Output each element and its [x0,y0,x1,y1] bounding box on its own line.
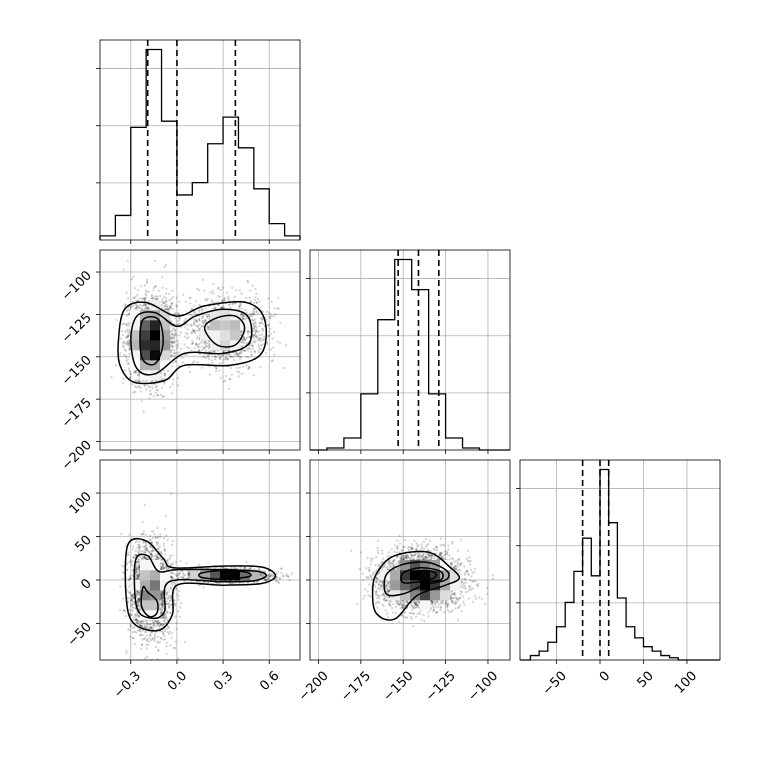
density-panel-1-2: −200 −175 −150 −125 −100 [296,459,511,705]
contour-level-2 [139,315,164,366]
axes-frame [99,249,301,451]
contour-level-3 [198,569,252,580]
x-tick-label-p2: 0 [597,669,613,685]
contour-level-1 [133,553,267,620]
contour-level-0 [124,537,277,632]
x-tick-label-p0: 0.0 [165,669,190,694]
density-panel-0-1: −200 −175 −150 −125 −100 [59,249,301,474]
contour-level-1 [130,308,253,376]
contour-level-0 [371,550,461,621]
y-tick-label-p1: −200 [59,438,95,474]
y-tick-label-p1: −100 [59,268,95,304]
y-tick-label-p1: −125 [59,311,95,347]
x-tick-label-p2: 100 [672,669,700,697]
y-tick-label-p1: −175 [59,395,95,431]
histogram-step-0 [99,48,301,240]
histogram-step-1 [310,258,510,451]
x-tick-label-p1: −200 [296,669,332,705]
contour-level-3 [410,569,438,581]
contour-level-1 [383,561,450,597]
x-tick-label-p0: −0.3 [111,669,144,702]
contour-level-0 [117,301,268,385]
x-tick-label-p1: −175 [338,669,374,705]
x-tick-label-p1: −150 [381,669,417,705]
x-tick-label-p2: −50 [540,669,570,699]
axes-frame [309,459,511,661]
histogram-panel-2: −50 0 50 100 [516,459,721,699]
y-tick-label-p2: 100 [67,489,95,517]
x-tick-label-p0: 0.3 [211,669,236,694]
contour-level-2 [400,567,444,584]
density-shading [130,300,251,381]
y-tick-label-p2: 50 [73,533,95,555]
x-tick-label-p0: 0.6 [257,669,282,694]
histogram-panel-0 [96,39,301,244]
histogram-step-2 [520,468,720,661]
y-tick-label-p1: −150 [59,353,95,389]
x-tick-label-p1: −125 [423,669,459,705]
axes-frame [99,459,301,661]
axes-frame [519,459,721,661]
axes-frame [309,249,511,451]
y-tick-label-p2: 0 [78,576,94,592]
x-tick-label-p2: 50 [634,669,656,691]
axes-frame [99,39,301,241]
histogram-panel-1 [306,249,511,454]
contour-level-3 [203,314,246,348]
density-panel-0-2: −0.3 0.0 0.3 0.6 −50 0 50 100 [65,459,301,702]
contour-level-2 [140,585,159,618]
y-tick-label-p2: −50 [65,620,95,650]
x-tick-label-p1: −100 [465,669,501,705]
